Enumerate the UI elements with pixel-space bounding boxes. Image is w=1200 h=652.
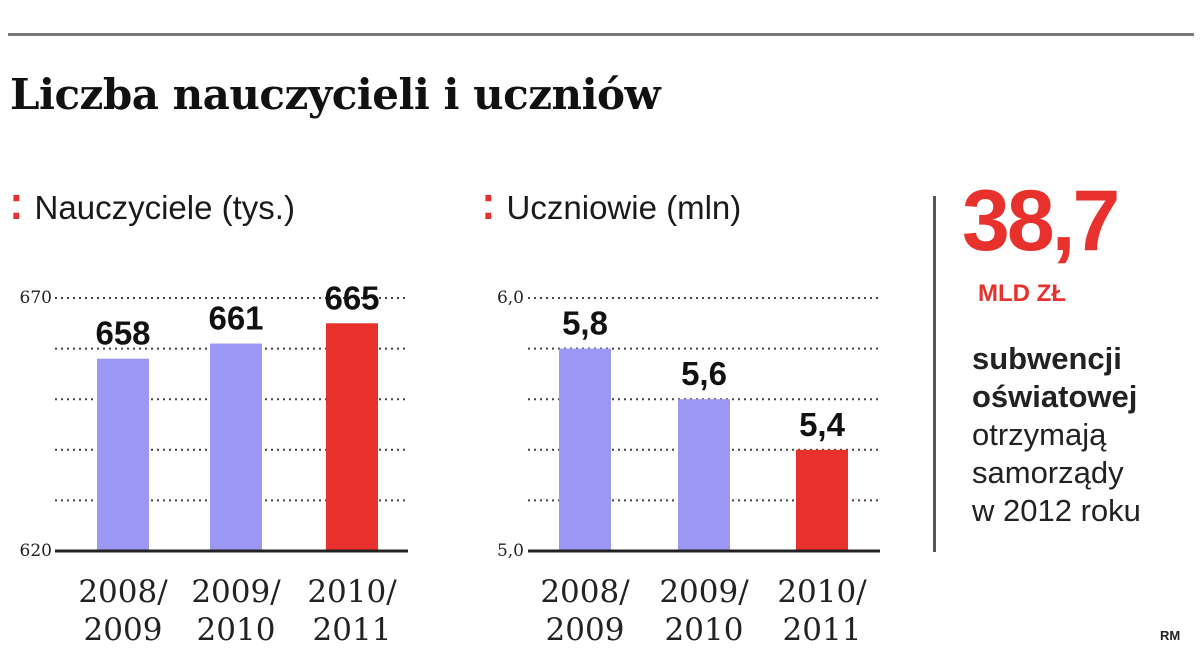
bar (326, 323, 378, 551)
note-bold-line: oświatowej (972, 379, 1138, 414)
bar (796, 449, 848, 551)
highlight-unit: MLD ZŁ (978, 280, 1066, 307)
bar-value-label: 665 (324, 279, 379, 316)
teachers-label-text: Nauczyciele (tys.) (34, 189, 295, 226)
page-title: Liczba nauczycieli i uczniów (10, 70, 661, 119)
note-line: w 2012 roku (972, 493, 1141, 528)
students-panel-label: ⁚ Uczniowie (mln) (482, 188, 741, 227)
x-tick-label: 2010 (665, 612, 744, 648)
x-tick-label: 2010/ (307, 574, 397, 610)
x-tick-label: 2008/ (540, 574, 630, 610)
bar-value-label: 658 (95, 315, 150, 352)
bar-value-label: 5,8 (562, 305, 608, 342)
bar (97, 358, 149, 551)
x-tick-label: 2010 (197, 612, 276, 648)
x-tick-label: 2009/ (659, 574, 749, 610)
bar-value-label: 661 (208, 300, 263, 337)
y-tick-label: 5,0 (497, 541, 524, 561)
bar-value-label: 5,6 (681, 355, 727, 392)
note-line: samorządy (972, 455, 1124, 490)
teachers-panel-label: ⁚ Nauczyciele (tys.) (10, 188, 295, 227)
y-tick-label: 6,0 (497, 288, 524, 308)
y-tick-label: 670 (20, 288, 52, 308)
x-tick-label: 2010/ (777, 574, 867, 610)
author-credit: RM (1160, 628, 1181, 643)
top-rule (8, 33, 1194, 36)
highlight-value: 38,7 (962, 173, 1120, 269)
note-line: otrzymają (972, 417, 1107, 452)
x-tick-label: 2009/ (191, 574, 281, 610)
x-tick-label: 2008/ (78, 574, 168, 610)
bar (678, 399, 730, 551)
y-tick-label: 620 (20, 541, 52, 561)
x-tick-label: 2009 (546, 612, 625, 648)
x-tick-label: 2009 (84, 612, 163, 648)
bullet-marker-icon: ⁚ (10, 189, 22, 226)
highlight-note: subwencji oświatowej otrzymają samorządy… (972, 340, 1141, 530)
students-label-text: Uczniowie (mln) (506, 189, 742, 226)
x-tick-label: 2011 (313, 612, 392, 648)
bar-value-label: 5,4 (799, 406, 846, 443)
x-tick-label: 2011 (783, 612, 862, 648)
bar-charts: 620 670 658 2008/2009 661 2009/2010 665 2010/20… (20, 279, 880, 648)
vertical-divider (933, 196, 936, 552)
bar (559, 348, 611, 551)
note-bold-line: subwencji (972, 341, 1122, 376)
bar (210, 343, 262, 551)
bullet-marker-icon: ⁚ (482, 189, 494, 226)
